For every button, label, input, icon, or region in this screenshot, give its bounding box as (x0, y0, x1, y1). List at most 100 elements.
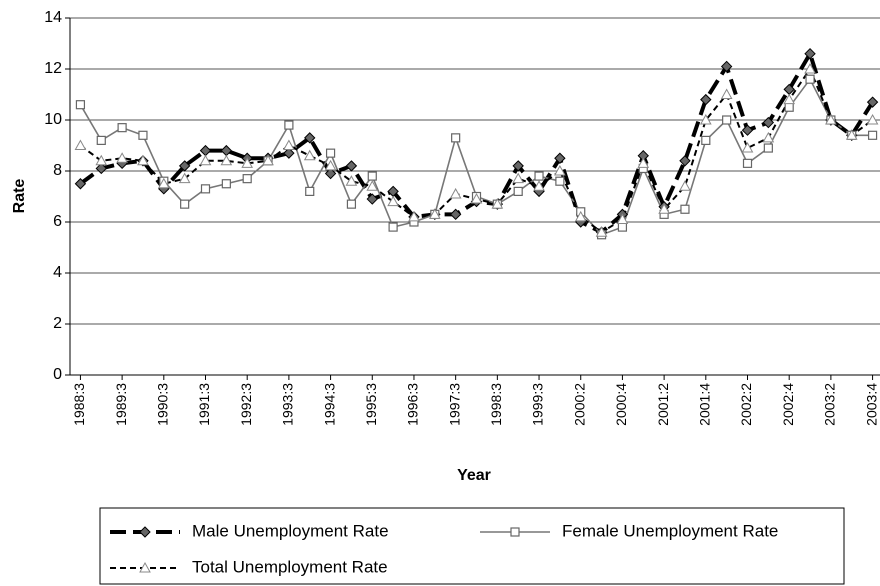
data-point (783, 93, 796, 105)
x-axis-title: Year (457, 467, 491, 484)
data-point (595, 226, 608, 237)
data-point (220, 154, 233, 166)
data-point (180, 199, 190, 209)
data-point (512, 160, 524, 172)
x-tick-label: 1994:3 (321, 383, 337, 426)
data-point (763, 143, 773, 153)
data-point (345, 160, 358, 172)
data-point (199, 154, 212, 166)
x-tick-label: 2002:2 (738, 383, 754, 426)
y-axis-title: Rate (11, 179, 28, 214)
legend-marker (139, 561, 151, 573)
x-tick-label: 2001:2 (655, 383, 671, 426)
data-point (720, 60, 733, 73)
data-point (220, 144, 233, 157)
data-point (199, 144, 212, 157)
x-tick-label: 1997:3 (446, 383, 462, 426)
legend-label: Male Unemployment Rate (192, 521, 389, 540)
data-point (533, 180, 545, 191)
data-point (366, 180, 379, 191)
data-point (720, 88, 733, 99)
x-tick-label: 1999:3 (530, 383, 546, 426)
data-point (762, 131, 775, 143)
y-tick-label: 12 (44, 60, 62, 77)
data-point (304, 132, 316, 144)
data-point (241, 157, 254, 168)
data-point (699, 113, 712, 125)
data-point (367, 171, 377, 181)
data-point (242, 174, 252, 184)
data-point (262, 154, 274, 166)
x-tick-label: 2001:4 (697, 383, 713, 426)
data-point (555, 176, 565, 186)
data-point (658, 203, 670, 214)
data-point (345, 175, 358, 186)
data-point (74, 178, 87, 190)
data-point (284, 120, 294, 130)
data-point (283, 147, 295, 159)
data-point (75, 100, 86, 110)
data-point (449, 187, 462, 199)
data-point (408, 210, 420, 222)
data-point (804, 62, 816, 74)
y-tick-label: 10 (44, 111, 62, 128)
x-tick-label: 1998:3 (488, 383, 504, 426)
x-tick-label: 2000:4 (613, 383, 629, 426)
data-point (449, 208, 462, 221)
x-tick-label: 2003:4 (863, 383, 879, 426)
data-point (117, 123, 127, 133)
data-point (491, 198, 504, 209)
data-point (741, 142, 754, 153)
data-point (825, 113, 837, 125)
data-point (95, 162, 107, 175)
data-point (428, 208, 441, 219)
data-point (741, 124, 754, 136)
data-point (157, 177, 170, 189)
data-point (637, 157, 650, 168)
data-point (722, 115, 732, 125)
data-point (178, 160, 191, 172)
data-point (366, 193, 378, 205)
data-point (866, 113, 879, 125)
data-point (388, 222, 398, 232)
y-tick-label: 0 (53, 366, 62, 383)
x-tick-label: 1988:3 (71, 383, 87, 426)
y-tick-label: 4 (53, 264, 62, 281)
data-point (451, 133, 461, 143)
x-tick-label: 2000:2 (571, 383, 587, 426)
data-point (804, 47, 816, 60)
data-point (867, 130, 878, 140)
legend-box (99, 507, 845, 585)
data-point (617, 222, 628, 232)
data-point (74, 139, 87, 150)
data-point (303, 149, 316, 161)
x-tick-label: 1990:3 (155, 383, 171, 426)
x-tick-label: 2003:2 (822, 383, 838, 426)
x-tick-label: 1993:3 (280, 383, 296, 426)
data-point (178, 172, 191, 184)
y-tick-label: 6 (53, 213, 62, 230)
data-point (116, 152, 128, 163)
data-point (325, 148, 336, 158)
data-point (784, 102, 794, 112)
data-point (200, 184, 211, 194)
legend-marker (510, 527, 520, 537)
y-tick-label: 14 (44, 9, 62, 26)
data-point (470, 193, 483, 204)
data-point (845, 129, 858, 140)
x-tick-label: 1996:3 (405, 383, 421, 426)
data-point (679, 180, 691, 191)
x-tick-label: 2002:4 (780, 383, 796, 426)
data-point (513, 186, 523, 196)
data-point (324, 167, 337, 180)
data-point (616, 213, 629, 224)
data-point (701, 135, 711, 145)
data-point (324, 159, 337, 171)
data-point (346, 199, 357, 209)
data-point (805, 74, 815, 84)
data-point (574, 210, 587, 222)
data-point (283, 139, 295, 150)
data-point (137, 154, 149, 166)
x-tick-label: 1991:3 (196, 383, 212, 426)
